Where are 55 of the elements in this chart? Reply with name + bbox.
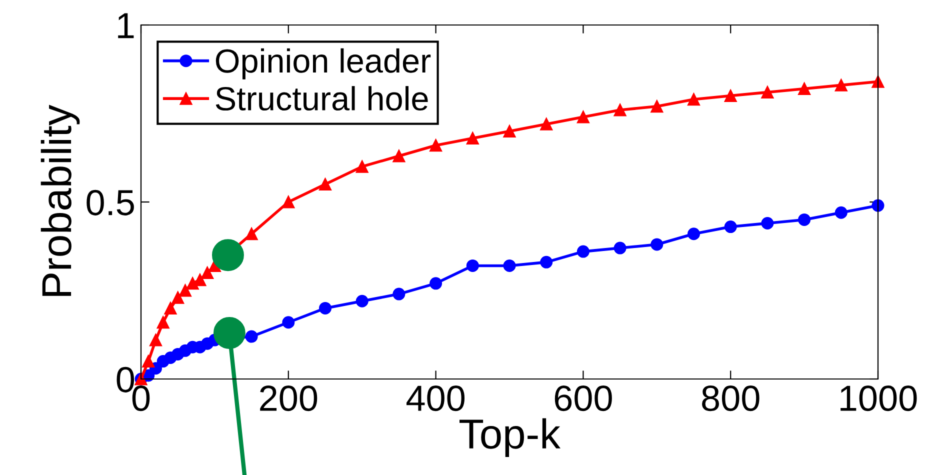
- x-axis-title: Top-k: [460, 418, 560, 458]
- point: [245, 228, 258, 240]
- point: [392, 288, 406, 300]
- point: [576, 110, 590, 124]
- point: [724, 90, 737, 102]
- point: [356, 294, 368, 308]
- x-tick-label: 600: [554, 386, 612, 412]
- point: [872, 199, 884, 212]
- point: [282, 196, 295, 208]
- point: [834, 206, 848, 219]
- point: [614, 242, 626, 254]
- point: [724, 220, 737, 234]
- point: [178, 284, 192, 297]
- point: [540, 118, 553, 130]
- point: [503, 259, 516, 272]
- point: [142, 355, 155, 368]
- point: [872, 75, 884, 88]
- legend-label: Opinion leader: [216, 48, 431, 80]
- legend-label: Structural hole: [216, 86, 428, 111]
- point: [201, 266, 214, 280]
- x-tick-label: 1000: [840, 386, 917, 412]
- point: [688, 228, 700, 240]
- point: [466, 259, 479, 272]
- x-tick-label: 800: [702, 386, 760, 412]
- point: [430, 139, 442, 152]
- x-tick-label: 200: [260, 386, 318, 412]
- y-tick-label: 0: [116, 366, 134, 392]
- point: [172, 291, 184, 304]
- point: [798, 213, 811, 226]
- point: [356, 160, 368, 173]
- point: [392, 150, 406, 162]
- point: [540, 256, 553, 268]
- point: [164, 302, 177, 314]
- y-axis-title: Probability: [40, 104, 80, 296]
- y-tick-label: 0.5: [86, 190, 134, 216]
- point: [319, 302, 332, 314]
- point: [614, 104, 626, 116]
- point: [576, 245, 590, 258]
- point: [466, 132, 479, 145]
- point: [319, 178, 332, 191]
- point: [798, 82, 811, 95]
- point: [650, 100, 664, 113]
- point: [761, 216, 774, 230]
- point: [761, 86, 774, 99]
- y-tick-label: 1: [118, 13, 134, 38]
- point: [149, 334, 162, 346]
- point: [282, 316, 295, 329]
- point: [430, 277, 442, 290]
- point: [503, 124, 516, 138]
- point: [245, 330, 258, 343]
- point: [688, 93, 700, 106]
- point: [650, 238, 664, 251]
- x-tick-label: 400: [406, 386, 465, 412]
- point: [156, 316, 170, 329]
- point: [834, 78, 848, 92]
